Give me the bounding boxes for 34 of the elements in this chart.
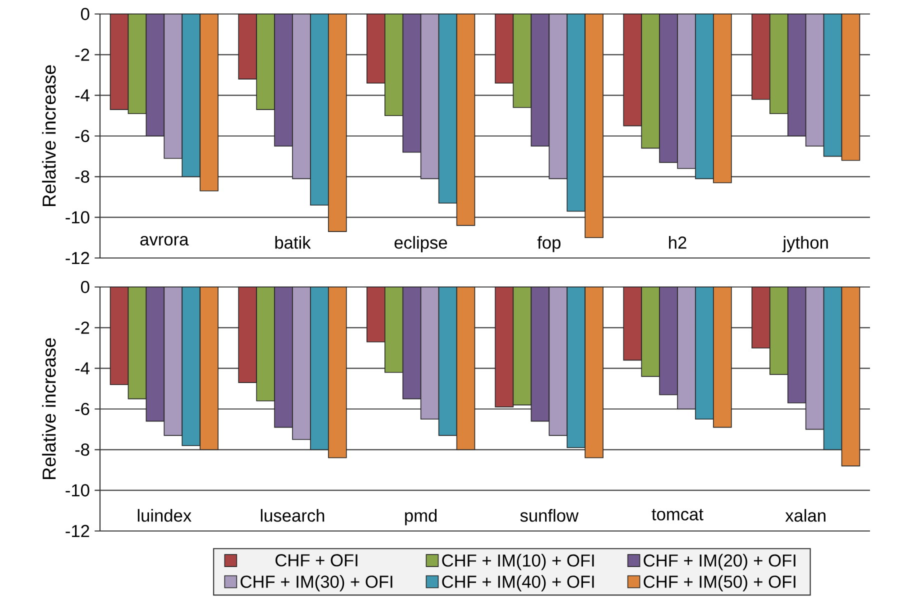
y-tick-label: -6 xyxy=(75,130,90,142)
legend-label: CHF + IM(10) + OFI xyxy=(442,554,594,570)
y-tick-label: -4 xyxy=(75,89,90,102)
x-tick-label: avrora xyxy=(140,236,189,246)
x-tick-label: tomcat xyxy=(652,509,704,520)
x-tick-label: eclipse xyxy=(394,236,448,252)
y-tick-label: -2 xyxy=(75,322,90,334)
y-tick-label: 0 xyxy=(80,8,90,20)
y-tick-label: -6 xyxy=(75,402,90,416)
x-tick-label: h2 xyxy=(669,236,686,249)
x-tick-label: batik xyxy=(275,236,311,249)
x-tick-label: lusearch xyxy=(260,509,324,522)
legend-label: CHF + IM(50) + OFI xyxy=(644,575,796,592)
x-tick-label: fop xyxy=(537,236,560,252)
x-tick-label: pmd xyxy=(405,509,437,526)
legend-label: CHF + IM(40) + OFI xyxy=(442,575,594,592)
y-tick-label: -2 xyxy=(75,48,90,61)
legend-label: CHF + IM(20) + OFI xyxy=(644,554,796,570)
y-axis-title: Relative increase xyxy=(42,338,56,480)
y-tick-label: -12 xyxy=(66,524,90,538)
x-tick-label: sunflow xyxy=(520,509,579,522)
y-tick-label: -8 xyxy=(75,170,90,183)
x-tick-label: luindex xyxy=(138,509,192,522)
y-axis-title: Relative increase xyxy=(42,65,56,206)
y-tick-label: -4 xyxy=(75,362,90,374)
y-tick-label: -10 xyxy=(66,211,90,224)
y-tick-label: 0 xyxy=(80,280,90,294)
y-tick-label: -10 xyxy=(66,484,90,496)
legend-label: CHF + OFI xyxy=(276,554,358,566)
x-tick-label: xalan xyxy=(785,509,826,522)
y-tick-label: -8 xyxy=(75,444,90,456)
x-tick-label: jython xyxy=(782,236,828,252)
legend-label: CHF + IM(30) + OFI xyxy=(240,575,392,592)
y-tick-label: -12 xyxy=(66,252,90,264)
